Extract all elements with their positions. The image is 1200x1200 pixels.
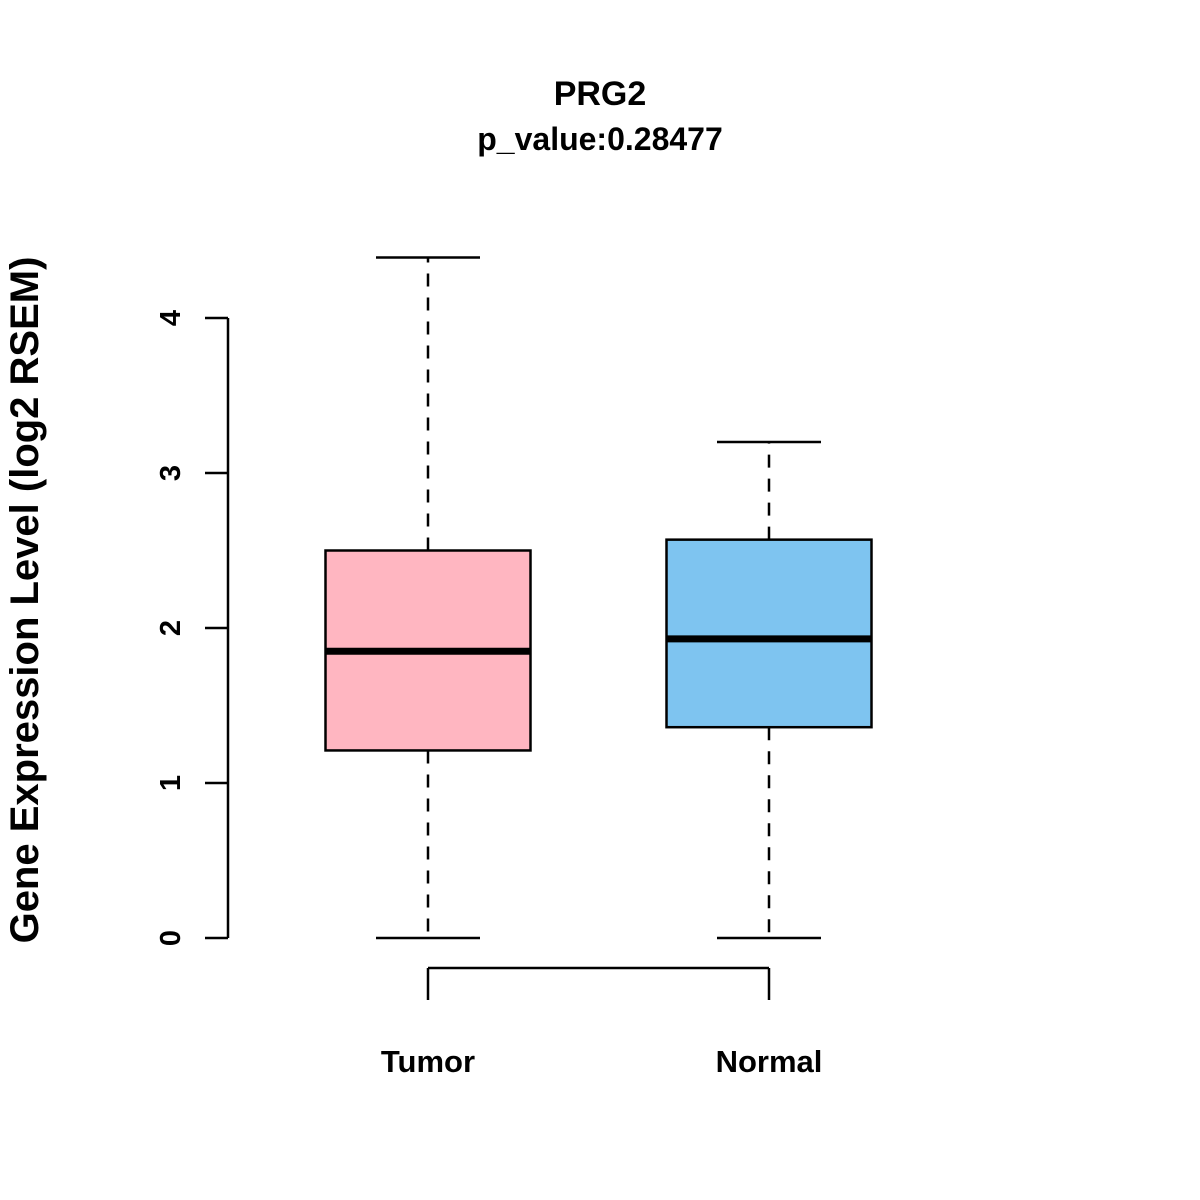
y-tick-label: 3 bbox=[155, 465, 187, 481]
y-axis-label: Gene Expression Level (log2 RSEM) bbox=[3, 257, 47, 944]
category-label-normal: Normal bbox=[716, 1044, 823, 1079]
y-tick-label: 1 bbox=[155, 775, 187, 791]
chart-subtitle: p_value:0.28477 bbox=[477, 121, 723, 157]
box-normal bbox=[665, 538, 873, 729]
y-tick-label: 2 bbox=[155, 620, 187, 636]
y-tick-label: 4 bbox=[155, 310, 187, 326]
y-tick-label: 0 bbox=[155, 930, 187, 946]
category-label-tumor: Tumor bbox=[381, 1044, 475, 1079]
plot-area: 0 1 2 3 4 Tumor Normal bbox=[155, 256, 873, 1079]
chart-title: PRG2 bbox=[554, 75, 647, 113]
